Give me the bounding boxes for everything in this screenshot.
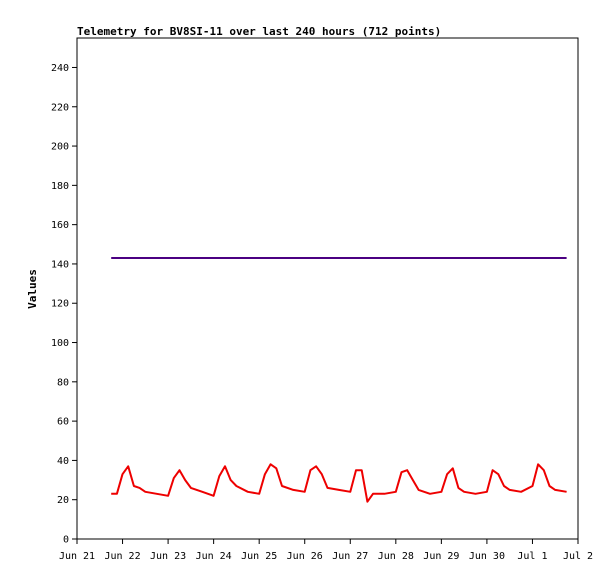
series-layer (111, 257, 567, 503)
y-tick-label: 140 (51, 259, 69, 270)
y-tick-label: 40 (57, 456, 69, 467)
y-tick-label: 0 (63, 535, 69, 546)
chart-title: Telemetry for BV8SI-11 over last 240 hou… (77, 25, 441, 38)
y-axis-label: Values (26, 269, 39, 309)
x-tick-label: Jun 28 (378, 551, 414, 562)
x-tick-label: Jun 29 (423, 551, 459, 562)
series-line-2 (111, 463, 567, 503)
x-tick-label: Jun 26 (287, 551, 323, 562)
y-tick-label: 100 (51, 338, 69, 349)
x-axis: Jun 21 Jun 22 Jun 23 Jun 24 Jun 25 Jun 26 Jun … (59, 539, 593, 562)
y-tick-label: 20 (57, 495, 69, 506)
x-tick-label: Jun 24 (196, 551, 232, 562)
x-tick-label: Jul 1 (517, 551, 547, 562)
y-tick-label: 80 (57, 377, 69, 388)
y-tick-label: 240 (51, 63, 69, 74)
y-tick-label: 200 (51, 142, 69, 153)
x-tick-label: Jun 25 (241, 551, 277, 562)
y-tick-label: 220 (51, 102, 69, 113)
x-tick-label: Jul 2 (563, 551, 593, 562)
x-tick-label: Jun 22 (104, 551, 140, 562)
x-tick-label: Jun 27 (332, 551, 368, 562)
y-tick-label: 60 (57, 417, 69, 428)
y-tick-label: 120 (51, 299, 69, 310)
x-tick-label: Jun 21 (59, 551, 95, 562)
x-tick-label: Jun 23 (150, 551, 186, 562)
plot-area-frame (76, 37, 579, 540)
x-tick-label: Jun 30 (469, 551, 505, 562)
y-axis: 0 20 40 60 80 100 120 140 160 180 200 220 240 (51, 63, 77, 546)
y-tick-label: 180 (51, 181, 69, 192)
y-tick-label: 160 (51, 220, 69, 231)
